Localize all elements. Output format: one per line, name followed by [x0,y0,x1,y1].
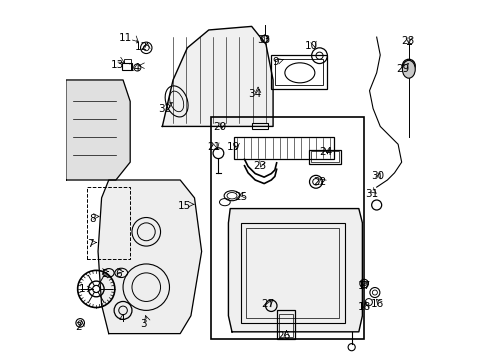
Text: 25: 25 [234,192,247,202]
Text: 19: 19 [226,142,239,152]
Circle shape [402,59,414,72]
Text: 9: 9 [272,57,278,67]
Polygon shape [162,26,272,126]
Text: 16: 16 [370,299,384,309]
Text: 32: 32 [158,104,171,113]
Bar [246,228,339,318]
Polygon shape [228,208,362,332]
Polygon shape [98,180,201,334]
Text: 4: 4 [118,314,124,324]
Text: 10: 10 [305,41,318,51]
Bar [308,150,340,164]
Bar [271,55,326,89]
Text: 22: 22 [313,177,326,187]
Text: 30: 30 [370,171,383,181]
Text: 21: 21 [207,142,220,152]
Bar [274,59,323,85]
Bar [278,314,292,337]
Text: 29: 29 [395,64,408,73]
Bar [210,117,364,339]
Bar [233,137,333,158]
Text: 31: 31 [364,189,377,199]
Text: 24: 24 [319,147,332,157]
Bar [123,59,131,63]
Text: 7: 7 [87,239,94,249]
Text: 5: 5 [101,269,107,279]
Bar [241,223,344,323]
Text: 11: 11 [119,33,132,43]
Text: 15: 15 [178,201,191,211]
Bar [251,123,267,129]
Text: 27: 27 [261,299,274,309]
Text: 28: 28 [400,36,413,46]
Bar [122,63,132,70]
Polygon shape [66,80,130,180]
Ellipse shape [402,60,414,78]
Text: 13: 13 [110,60,123,70]
Text: 17: 17 [357,282,370,292]
Text: 20: 20 [213,122,226,132]
Text: 33: 33 [257,35,270,45]
Text: 34: 34 [247,89,261,99]
Text: 1: 1 [79,284,85,294]
Text: 2: 2 [75,322,81,332]
Text: 18: 18 [357,302,370,312]
Text: 14: 14 [127,63,141,73]
Text: 3: 3 [140,319,147,329]
Bar [310,152,339,162]
Text: 6: 6 [115,269,122,279]
Text: 8: 8 [89,214,96,224]
Bar [276,310,295,339]
Text: 23: 23 [252,161,265,171]
Text: 12: 12 [135,42,148,52]
Text: 26: 26 [277,332,290,342]
